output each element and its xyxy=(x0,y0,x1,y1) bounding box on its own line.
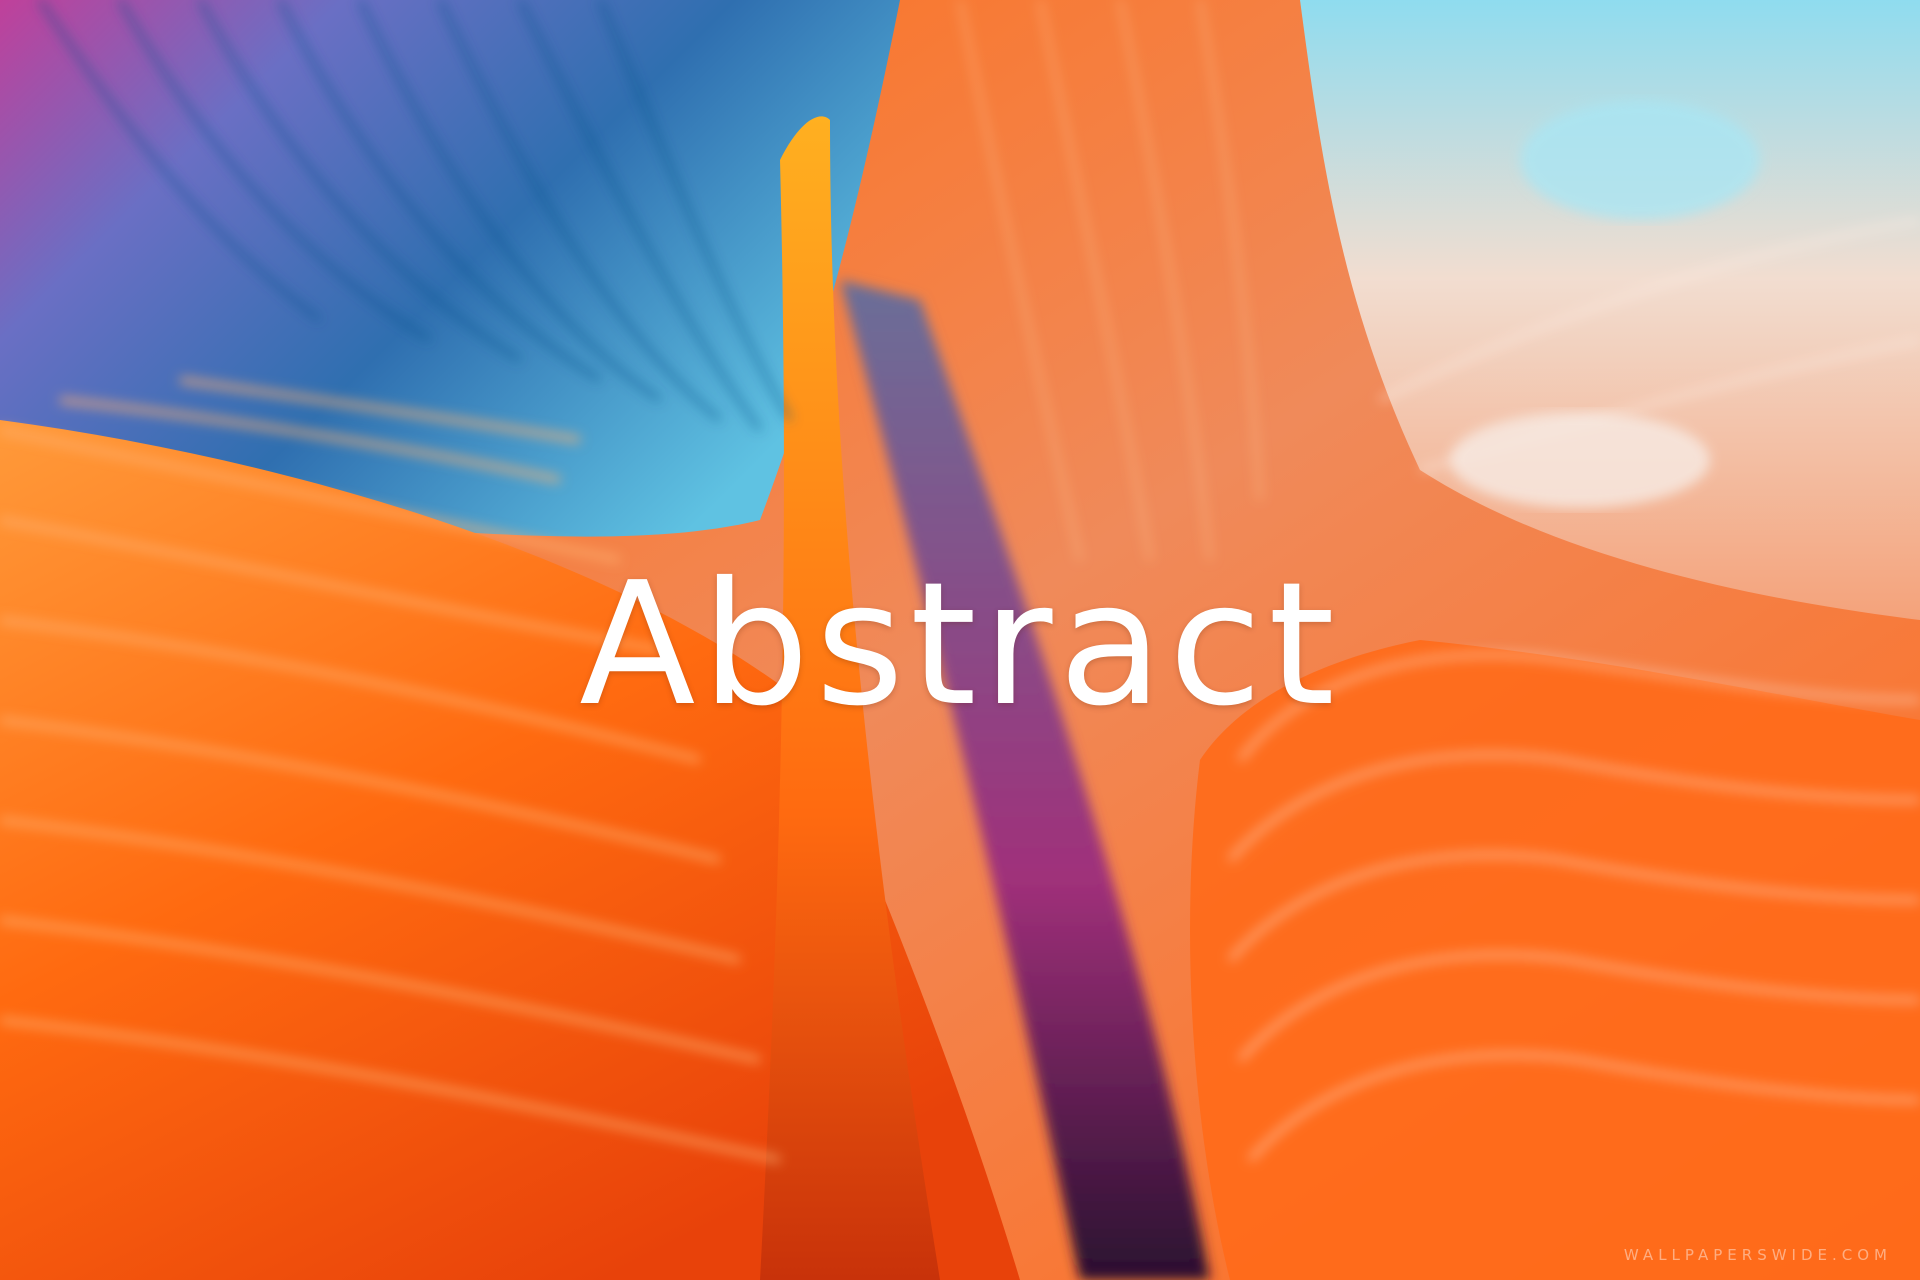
watermark-text: WALLPAPERSWIDE.COM xyxy=(1623,1246,1892,1264)
wallpaper-title: Abstract xyxy=(579,546,1341,744)
